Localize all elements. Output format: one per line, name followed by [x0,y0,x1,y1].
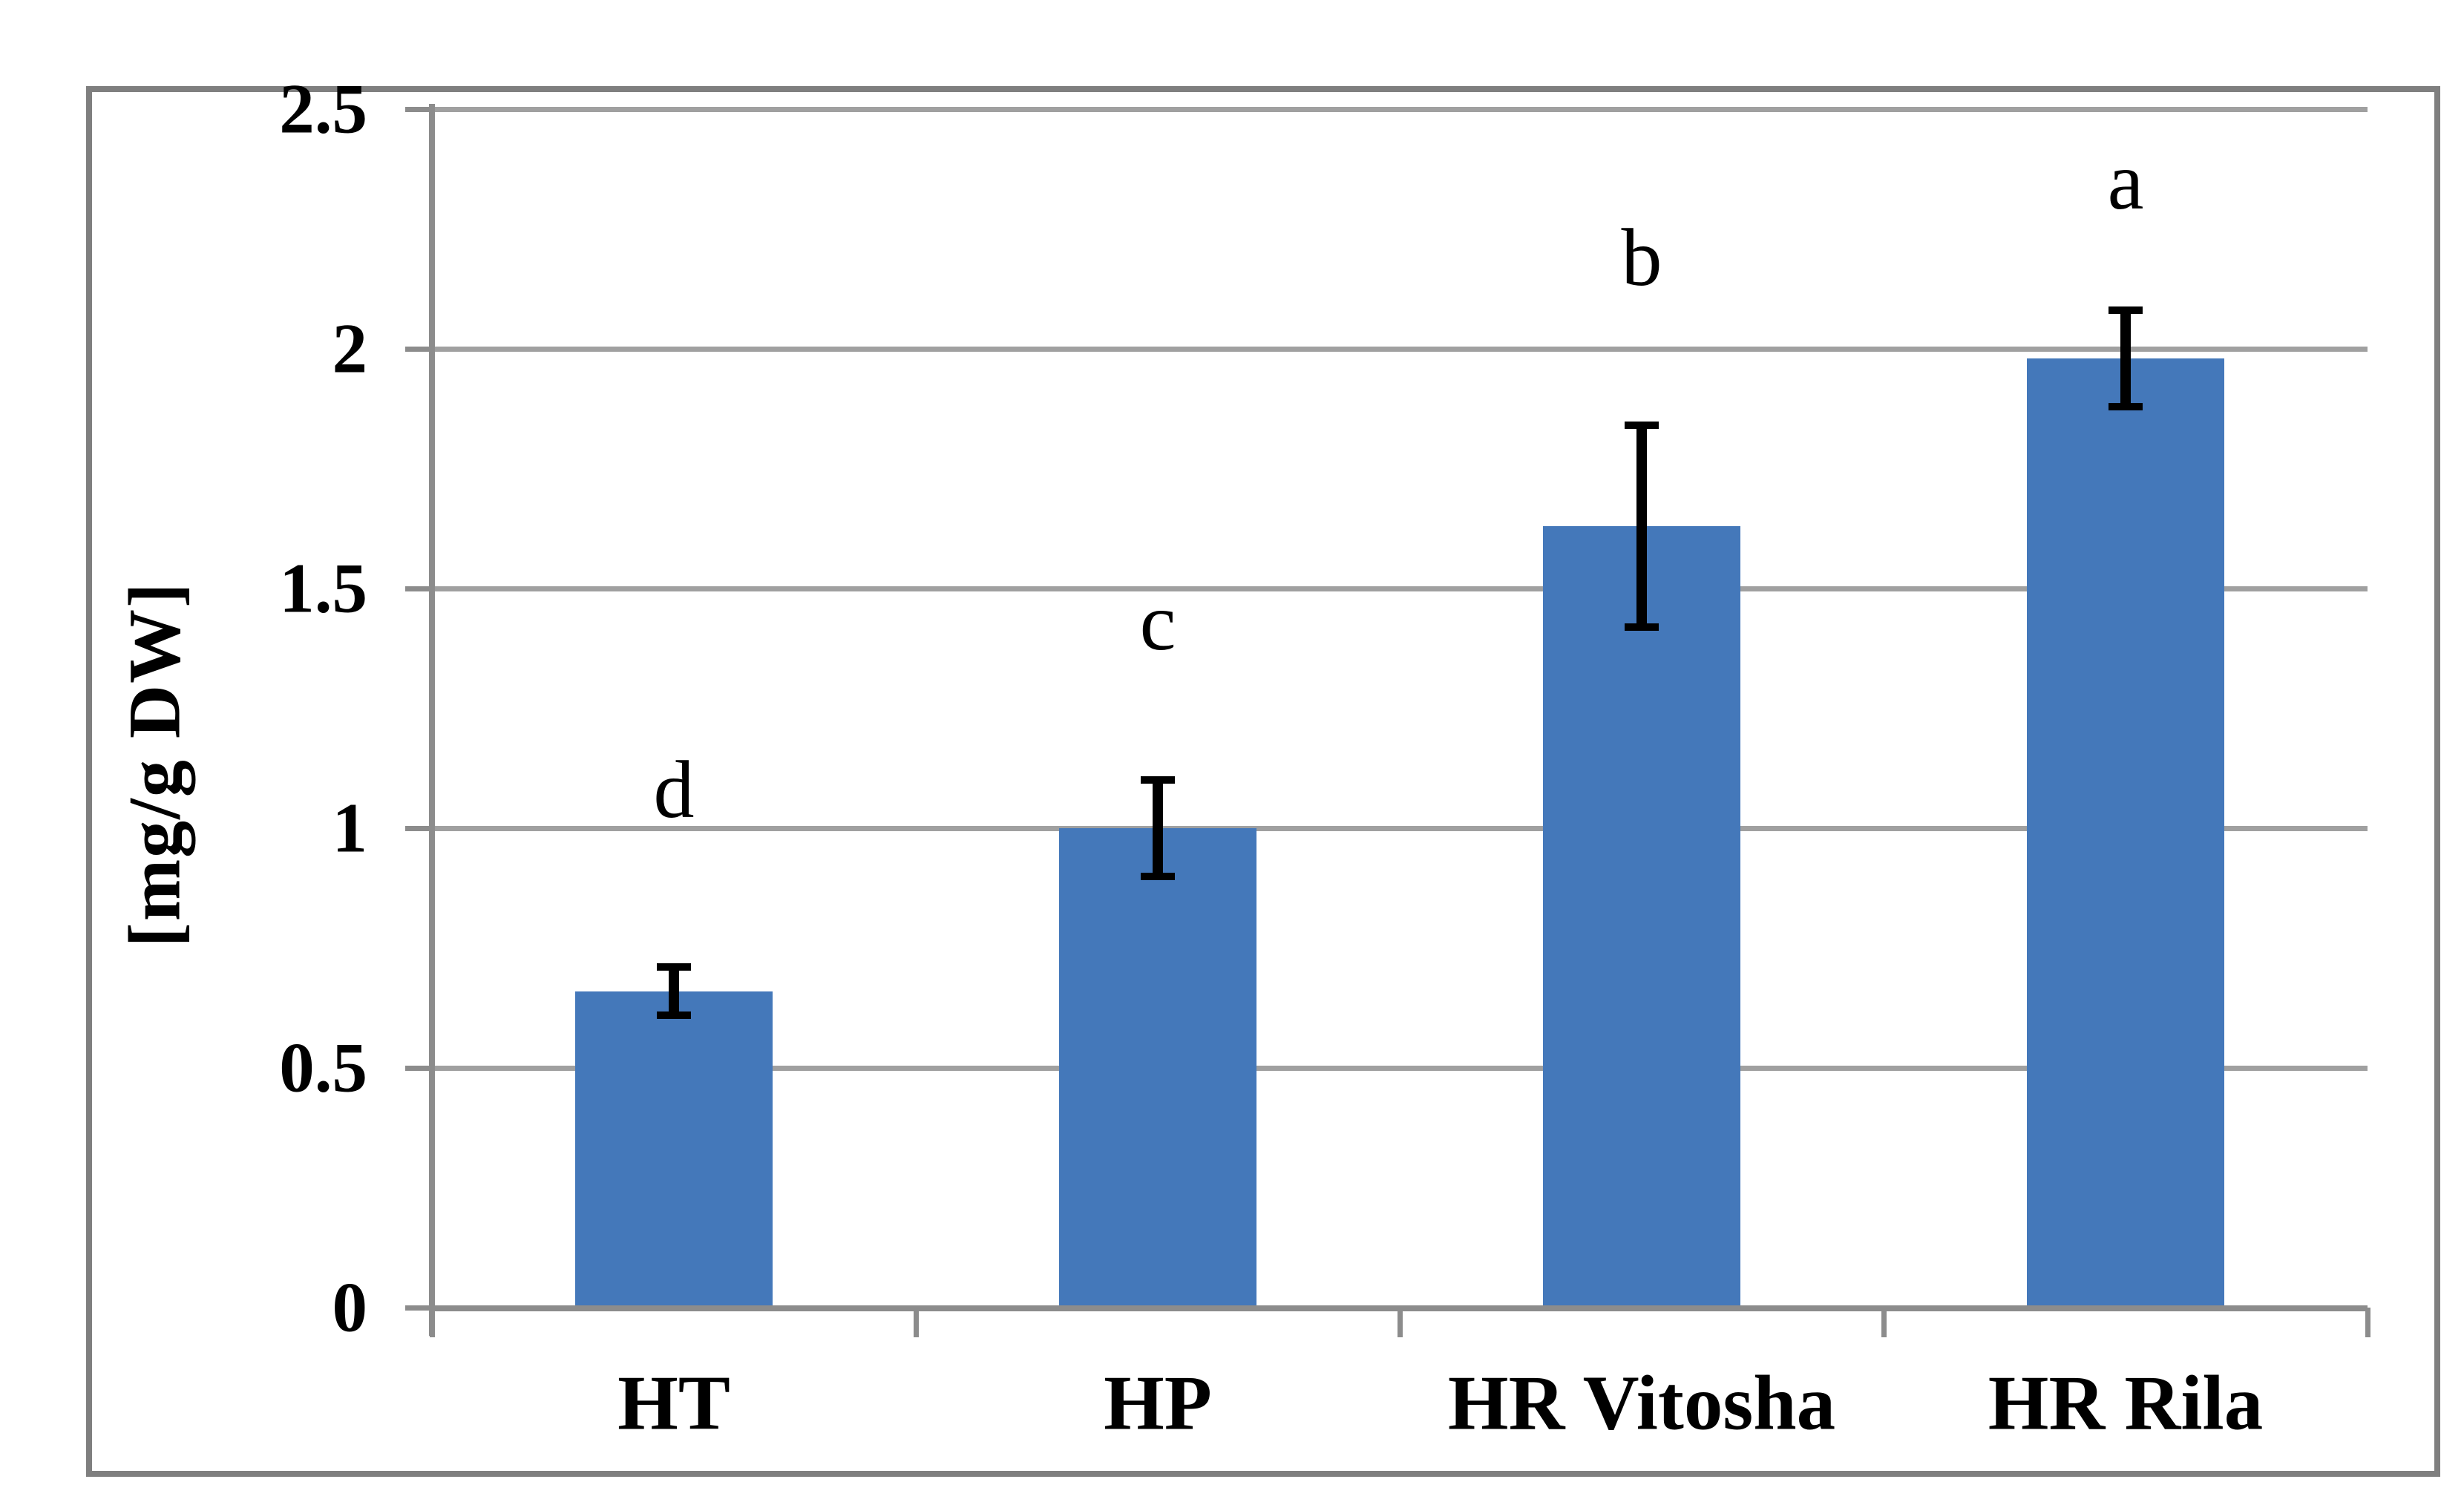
error-bar-top-cap [657,963,691,971]
x-tick-mark [1398,1308,1403,1337]
error-bar-line [669,967,679,1015]
y-tick-mark [405,1066,432,1071]
y-tick-mark [405,347,432,352]
x-tick-mark [430,1308,435,1337]
y-gridline [432,347,2368,352]
error-bar-line [1153,780,1163,876]
significance-letter: b [1621,212,1662,304]
bar [1543,526,1740,1308]
y-tick-label: 1.5 [279,548,367,628]
y-tick-label: 1 [332,788,368,868]
y-tick-label: 0.5 [279,1028,367,1107]
error-bar-bottom-cap [657,1011,691,1019]
y-tick-mark [405,586,432,591]
error-bar-top-cap [2109,306,2143,315]
x-tick-mark [914,1308,919,1337]
error-bar-line [1636,425,1647,627]
bar [575,991,773,1308]
x-axis-category-label: HR Rila [1988,1359,2264,1446]
error-bar-bottom-cap [2109,402,2143,410]
y-axis-title: [mg/g DW] [113,581,196,948]
y-axis-line [429,104,435,1336]
error-bar-top-cap [1141,776,1175,784]
error-bar-top-cap [1625,422,1659,430]
significance-letter: c [1139,577,1176,668]
x-axis-category-label: HT [617,1359,730,1446]
y-tick-mark [405,1305,432,1311]
y-tick-label: 2.5 [279,69,367,148]
x-axis-category-label: HP [1104,1359,1212,1446]
significance-letter: d [653,744,695,836]
significance-letter: a [2107,135,2144,226]
y-tick-mark [405,107,432,112]
x-axis-category-label: HR Vitosha [1447,1359,1836,1446]
error-bar-bottom-cap [1625,623,1659,631]
y-tick-label: 2 [332,309,368,388]
bar [2027,358,2224,1308]
x-tick-mark [2365,1308,2370,1337]
y-gridline [432,826,2368,831]
y-gridline [432,107,2368,112]
y-gridline [432,586,2368,591]
figure-border [86,86,2440,1477]
bar [1059,828,1256,1308]
y-tick-mark [405,826,432,831]
y-tick-label: 0 [332,1268,368,1347]
x-tick-mark [1881,1308,1887,1337]
y-gridline [432,1066,2368,1071]
error-bar-bottom-cap [1141,872,1175,880]
error-bar-line [2120,310,2131,407]
